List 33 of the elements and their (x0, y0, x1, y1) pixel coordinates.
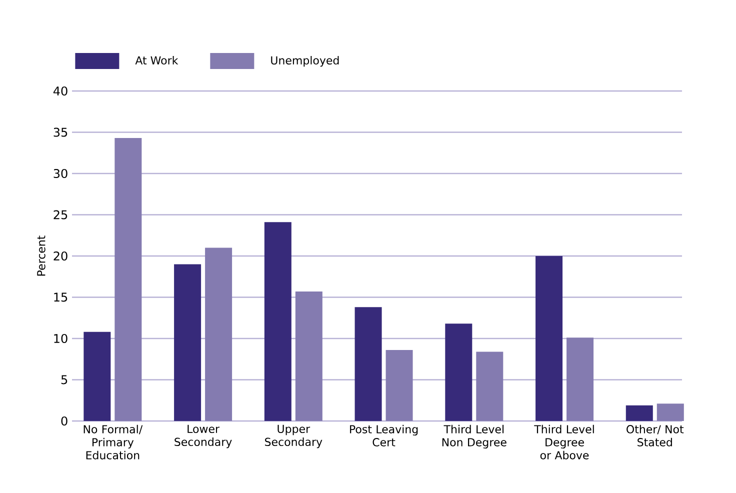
x-tick-label: Third Level Degree or Above (534, 424, 594, 460)
bar (476, 352, 504, 421)
bar (445, 324, 472, 421)
bar (386, 350, 413, 421)
legend-label: Unemployed (271, 56, 339, 67)
x-tick-label: Third Level Non Degree (442, 424, 506, 449)
bar (295, 291, 322, 421)
y-tick-label: 40 (53, 86, 68, 96)
bar (174, 264, 202, 421)
y-tick-label: 0 (61, 416, 68, 426)
y-tick-label: 10 (54, 334, 68, 344)
x-tick-label: Post Leaving Cert (350, 424, 418, 446)
bar (536, 256, 563, 421)
bar (84, 332, 111, 421)
bar (354, 307, 382, 421)
y-tick-label: 25 (54, 210, 68, 220)
y-tick-label: 5 (61, 375, 68, 384)
y-tick-label: 15 (54, 292, 68, 302)
x-tick-label: Upper Secondary (265, 424, 322, 448)
y-tick-label: 20 (54, 251, 68, 261)
y-tick-label: 35 (54, 128, 68, 137)
y-axis-title: Percent (37, 236, 46, 276)
x-tick-label: Lower Secondary (174, 424, 232, 448)
bar (626, 405, 653, 421)
bar (566, 338, 594, 421)
bar (264, 222, 292, 421)
bar (114, 138, 142, 421)
bar (205, 248, 232, 421)
legend-label: At Work (135, 56, 178, 65)
bar (656, 404, 684, 421)
y-tick-label: 30 (54, 168, 68, 178)
x-tick-label: No Formal/ Primary Education (84, 424, 143, 460)
x-tick-label: Other/ Not Stated (626, 424, 684, 446)
